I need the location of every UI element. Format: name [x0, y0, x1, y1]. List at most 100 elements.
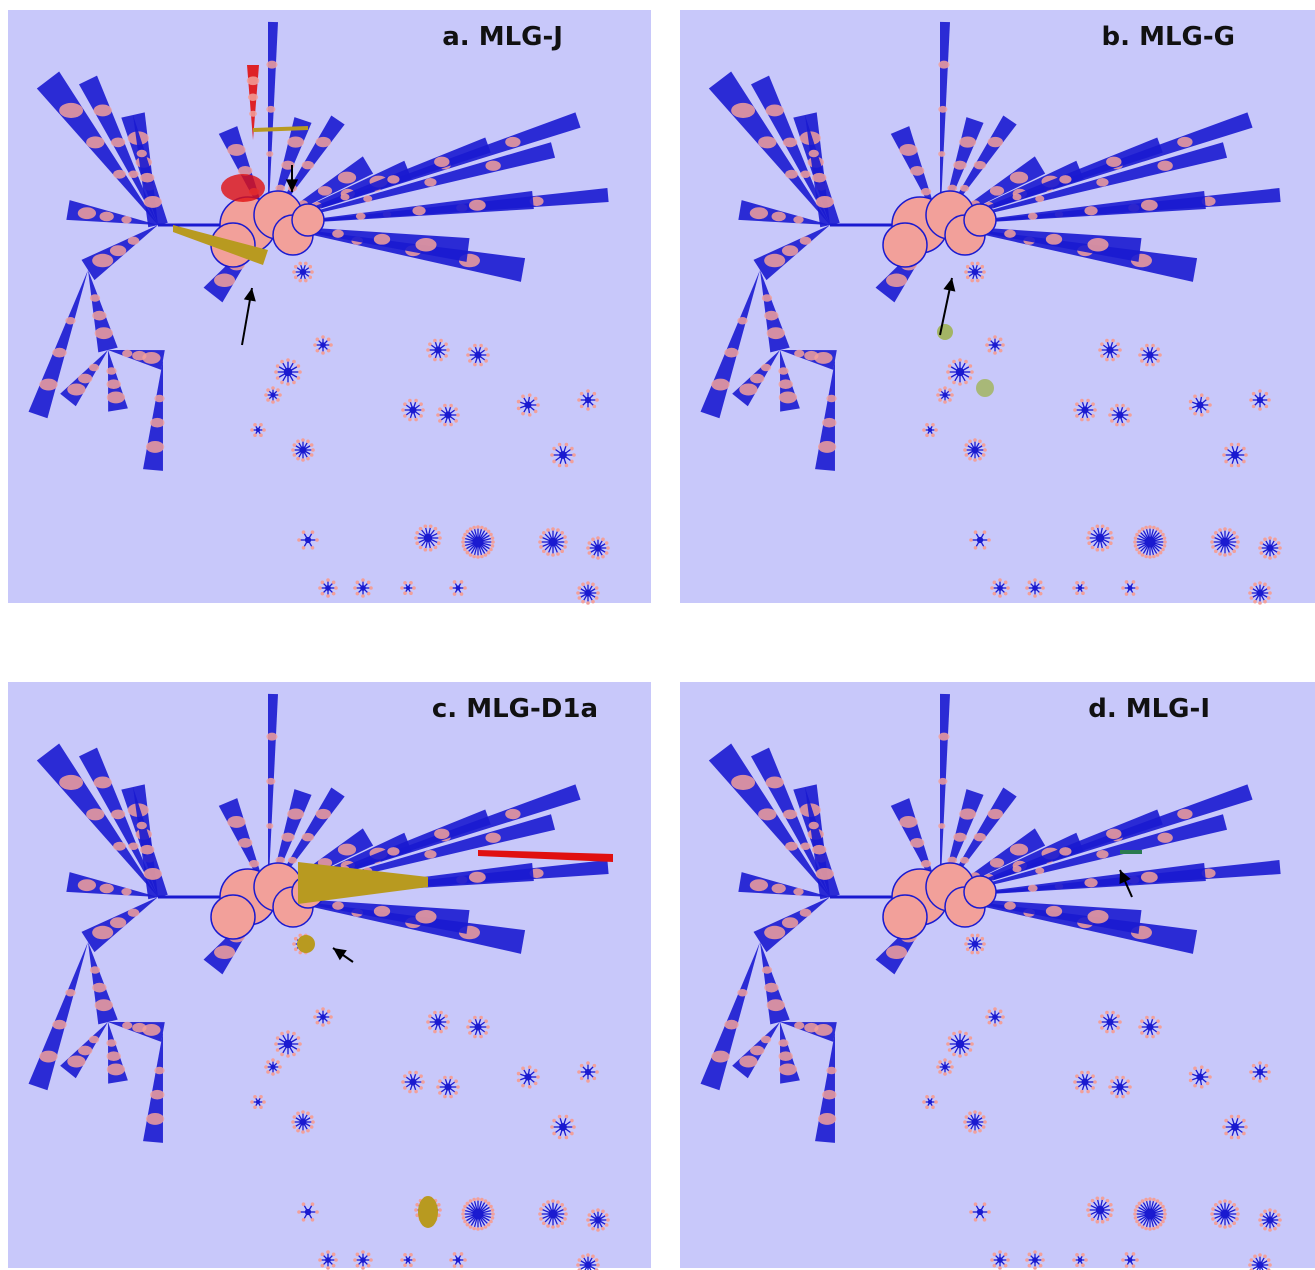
node — [564, 1212, 568, 1216]
node-cluster — [110, 245, 126, 256]
node-cluster — [764, 983, 778, 993]
node — [286, 1030, 290, 1034]
node — [1163, 1216, 1167, 1220]
node — [1268, 1208, 1272, 1212]
node — [577, 398, 581, 402]
node — [1223, 1225, 1227, 1229]
node — [466, 1223, 470, 1227]
node — [974, 546, 978, 550]
node — [1033, 594, 1037, 598]
node — [1121, 1258, 1125, 1262]
node — [1161, 1220, 1165, 1224]
node — [551, 1199, 555, 1203]
node — [1263, 600, 1267, 604]
node — [1118, 1020, 1122, 1024]
node — [1223, 1199, 1227, 1203]
node — [1144, 1227, 1148, 1231]
node — [1105, 1011, 1109, 1015]
node-cluster — [65, 317, 75, 325]
node — [1222, 453, 1226, 457]
panel-label: a. MLG-J — [442, 22, 563, 52]
node-cluster — [739, 384, 757, 396]
node — [487, 551, 491, 555]
node — [1039, 1264, 1043, 1268]
node — [595, 1258, 599, 1262]
node — [468, 359, 472, 363]
node — [316, 1010, 320, 1014]
node — [1075, 402, 1079, 406]
node-cluster — [302, 833, 314, 842]
node-cluster — [434, 157, 449, 167]
node — [588, 1213, 592, 1217]
node — [521, 395, 525, 399]
node-cluster — [90, 294, 100, 302]
node — [534, 410, 538, 414]
node — [997, 1257, 1003, 1263]
node — [1200, 1065, 1204, 1069]
node — [292, 1032, 296, 1036]
node-cluster — [750, 374, 764, 384]
node — [310, 270, 314, 274]
node — [1025, 586, 1029, 590]
node-cluster — [826, 1067, 836, 1075]
node — [438, 1079, 442, 1083]
node — [586, 1079, 590, 1083]
node — [550, 453, 554, 457]
node — [1211, 1207, 1215, 1211]
node — [1100, 1026, 1104, 1030]
node — [1108, 413, 1112, 417]
node-cluster — [144, 868, 162, 880]
node — [428, 354, 432, 358]
node — [401, 408, 405, 412]
node — [1138, 530, 1142, 534]
node-cluster — [106, 367, 116, 375]
node — [1260, 1223, 1264, 1227]
node — [539, 535, 543, 539]
node — [1267, 1258, 1271, 1262]
node-cluster — [1010, 844, 1028, 856]
node — [972, 269, 978, 275]
node — [1161, 533, 1165, 537]
node — [1098, 348, 1102, 352]
node-cluster — [974, 161, 986, 170]
node — [1197, 1074, 1204, 1081]
node — [1078, 1258, 1082, 1262]
node — [1206, 1069, 1210, 1073]
node — [1087, 1203, 1091, 1207]
node — [972, 941, 978, 947]
node-cluster — [266, 151, 273, 157]
node — [1075, 581, 1079, 585]
node-cluster — [785, 170, 798, 179]
node — [517, 1079, 521, 1083]
node-cluster — [150, 1090, 164, 1100]
node — [266, 1070, 270, 1074]
node — [1100, 342, 1104, 346]
node — [453, 580, 457, 584]
node — [480, 555, 484, 559]
node — [1253, 1255, 1257, 1259]
node — [296, 457, 300, 461]
node — [973, 1130, 977, 1134]
node — [970, 279, 974, 283]
node — [315, 1210, 319, 1214]
node — [424, 525, 428, 529]
node-cluster — [758, 136, 776, 148]
node — [948, 376, 952, 380]
node-cluster — [988, 137, 1003, 147]
node — [558, 1136, 562, 1140]
node — [966, 937, 970, 941]
node — [264, 1065, 268, 1069]
node — [1268, 556, 1272, 560]
node — [409, 1253, 413, 1257]
node — [570, 1132, 574, 1136]
node — [1110, 1091, 1114, 1095]
node-cluster — [92, 254, 113, 267]
node — [1231, 1123, 1239, 1131]
node — [369, 1258, 373, 1262]
node-cluster — [144, 196, 162, 208]
node-cluster — [266, 61, 277, 69]
node — [548, 1209, 557, 1218]
node — [998, 1266, 1002, 1270]
node — [1273, 555, 1277, 559]
node — [548, 537, 557, 546]
